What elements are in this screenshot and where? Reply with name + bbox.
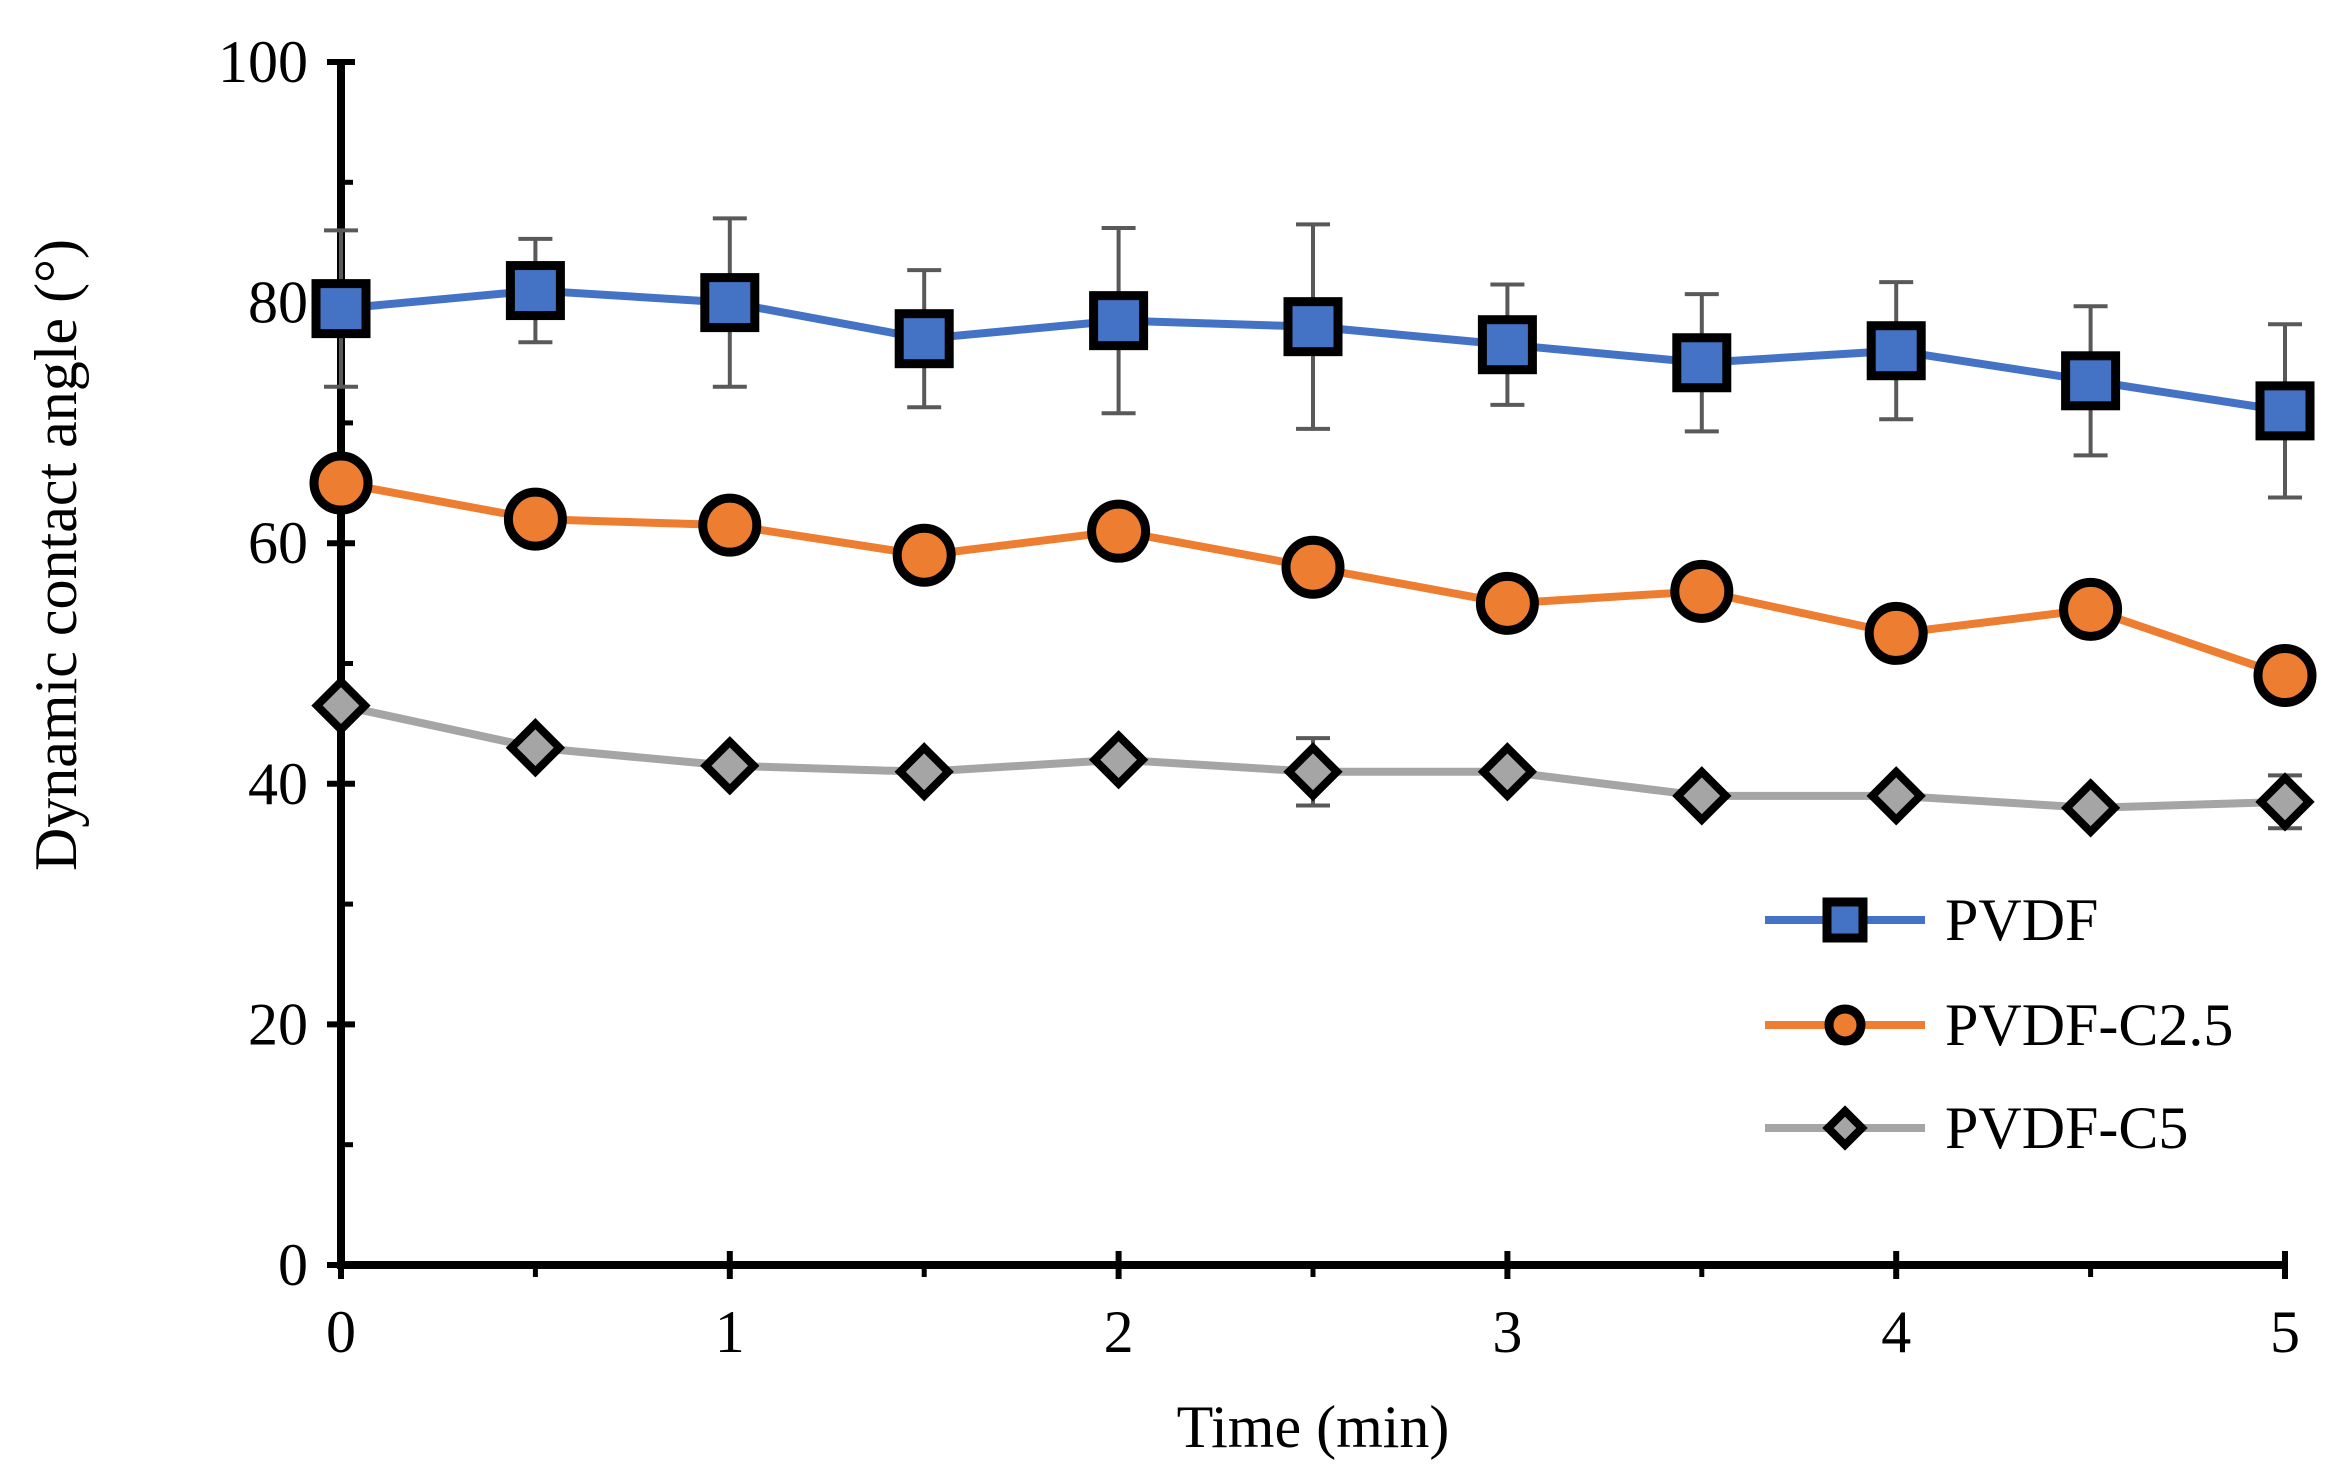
legend-marker	[1822, 897, 1868, 943]
y-tick-label: 80	[248, 270, 308, 336]
x-tick-label: 5	[2270, 1299, 2300, 1365]
data-point	[1672, 766, 1732, 826]
data-point	[1866, 321, 1926, 381]
data-point	[1087, 499, 1151, 563]
data-point	[2253, 644, 2317, 708]
x-axis-title: Time (min)	[1177, 1394, 1450, 1460]
data-point	[309, 451, 373, 515]
legend-marker	[1824, 1004, 1866, 1046]
x-tick-label: 1	[715, 1299, 745, 1365]
x-tick-label: 3	[1492, 1299, 1522, 1365]
data-point	[700, 736, 760, 796]
data-point	[698, 493, 762, 557]
y-tick-label: 0	[278, 1232, 308, 1298]
data-point	[700, 273, 760, 333]
data-point	[503, 487, 567, 551]
data-point	[1283, 742, 1343, 802]
data-point	[311, 279, 371, 339]
y-tick-label: 60	[248, 510, 308, 576]
data-point	[1672, 333, 1732, 393]
x-tick-label: 4	[1881, 1299, 1911, 1365]
data-point	[505, 261, 565, 321]
legend-label: PVDF-C2.5	[1945, 992, 2233, 1058]
data-point	[1281, 535, 1345, 599]
tick-labels: 0 20 40 60 80 100 0 1 2 3 4 5	[218, 29, 2300, 1365]
data-point	[1477, 742, 1538, 802]
series-layer	[309, 216, 2317, 838]
data-point	[1475, 571, 1539, 635]
data-point	[894, 742, 954, 802]
series-PVDF-C2.5	[309, 451, 2317, 708]
y-tick-label: 100	[218, 29, 308, 95]
ticks	[327, 59, 2288, 1279]
y-axis-title: Dynamic contact angle (°)	[23, 239, 89, 871]
series-PVDF-C5	[311, 675, 2315, 838]
legend-marker	[1822, 1105, 1868, 1151]
data-point	[1866, 766, 1926, 826]
data-point	[505, 718, 566, 778]
data-point	[1088, 730, 1149, 790]
data-point	[2255, 772, 2315, 832]
data-point	[311, 675, 371, 736]
data-point	[1864, 601, 1928, 665]
data-point	[2061, 351, 2121, 411]
y-tick-label: 20	[248, 991, 308, 1057]
data-point	[1477, 315, 1537, 375]
legend: PVDF PVDF-C2.5 PVDF-C5	[1765, 887, 2233, 1161]
y-tick-label: 40	[248, 751, 308, 817]
data-point	[2060, 778, 2121, 838]
data-point	[894, 309, 954, 369]
data-point	[1670, 559, 1734, 623]
series-PVDF	[311, 216, 2315, 500]
data-point	[1283, 297, 1343, 357]
data-point	[2059, 577, 2123, 641]
data-point	[892, 523, 956, 587]
legend-label: PVDF-C5	[1945, 1095, 2188, 1161]
x-tick-label: 2	[1104, 1299, 1134, 1365]
data-point	[1089, 291, 1149, 351]
x-tick-label: 0	[326, 1299, 356, 1365]
data-point	[2255, 381, 2315, 441]
legend-label: PVDF	[1945, 887, 2098, 953]
